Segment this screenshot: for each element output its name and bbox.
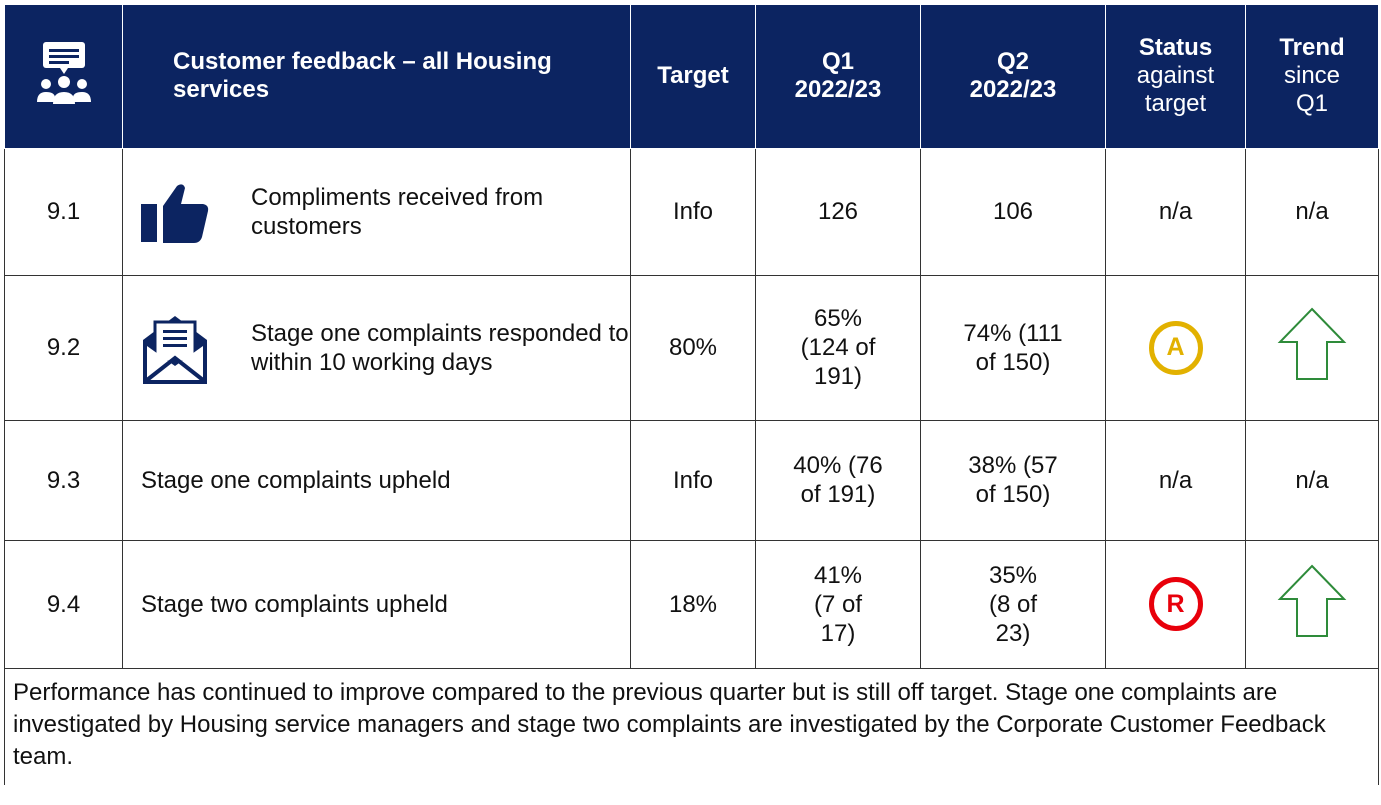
row-description: Compliments received from customers	[122, 147, 631, 276]
envelope-icon	[143, 315, 207, 384]
performance-table: Customer feedback – all Housing services…	[4, 5, 1379, 785]
row-status: A	[1105, 274, 1246, 421]
q2-text: 74% (111 of 150)	[963, 319, 1063, 376]
row: 9.1 Compliments received from customers …	[4, 147, 1379, 276]
trend-up-arrow	[1277, 564, 1347, 637]
col-label: Trend	[1279, 34, 1345, 62]
col-sub: since Q1	[1283, 62, 1341, 118]
row-status: R	[1105, 539, 1246, 669]
footer-text: Performance has continued to improve com…	[4, 667, 1379, 785]
col-sub: 2022/23	[969, 76, 1057, 104]
row-id: 9.2	[4, 274, 123, 421]
col-status: Status against target	[1105, 5, 1246, 149]
row-status: n/a	[1105, 147, 1246, 276]
trend-up-arrow	[1277, 307, 1347, 380]
row-q1: 126	[755, 147, 921, 276]
status-badge: R	[1148, 577, 1203, 631]
row-q1: 40% (76 of 191)	[755, 419, 921, 541]
row-target: Info	[630, 147, 756, 276]
header-title: Customer feedback – all Housing services	[122, 5, 631, 149]
row-target: 80%	[630, 274, 756, 421]
description-text: Stage one complaints responded to within…	[251, 319, 629, 376]
row-trend: n/a	[1245, 419, 1379, 541]
row-q1: 65% (124 of 191)	[755, 274, 921, 421]
row-q2: 74% (111 of 150)	[920, 274, 1106, 421]
row-description: Stage one complaints upheld	[122, 419, 631, 541]
row: 9.3 Stage one complaints upheld Info 40%…	[4, 419, 1379, 541]
row-q2: 35% (8 of 23)	[920, 539, 1106, 669]
q1-text: 41% (7 of 17)	[813, 561, 863, 647]
row-q2: 38% (57 of 150)	[920, 419, 1106, 541]
col-label: Q2	[996, 48, 1029, 76]
row-trend	[1245, 274, 1379, 421]
row-target: 18%	[630, 539, 756, 669]
row: 9.2 Stage one complaints responded to wi…	[4, 274, 1379, 421]
header-row: Customer feedback – all Housing services…	[4, 5, 1379, 149]
header-icon	[4, 5, 123, 149]
col-target: Target	[630, 5, 756, 149]
description-text: Compliments received from customers	[251, 183, 544, 240]
feedback-icon	[36, 41, 91, 104]
row-trend	[1245, 539, 1379, 669]
col-trend: Trend since Q1	[1245, 5, 1379, 149]
row-description: Stage one complaints responded to within…	[122, 274, 631, 421]
q2-text: 38% (57 of 150)	[968, 452, 1058, 508]
col-q1: Q1 2022/23	[755, 5, 921, 149]
row-q2: 106	[920, 147, 1106, 276]
col-label: Q1	[821, 48, 854, 76]
row-target: Info	[630, 419, 756, 541]
row-description: Stage two complaints upheld	[122, 539, 631, 669]
q1-text: 65% (124 of 191)	[800, 305, 876, 390]
col-sub: 2022/23	[794, 76, 882, 104]
q1-text: 40% (76 of 191)	[793, 452, 883, 508]
status-badge: A	[1148, 320, 1203, 375]
row: 9.4 Stage two complaints upheld 18% 41% …	[4, 539, 1379, 669]
footer-row: Performance has continued to improve com…	[4, 667, 1379, 785]
row-id: 9.4	[4, 539, 123, 669]
col-label: Status	[1138, 34, 1213, 62]
row-status: n/a	[1105, 419, 1246, 541]
row-id: 9.1	[4, 147, 123, 276]
q2-text: 35% (8 of 23)	[988, 561, 1038, 647]
col-q2: Q2 2022/23	[920, 5, 1106, 149]
row-id: 9.3	[4, 419, 123, 541]
col-label: Target	[657, 62, 729, 90]
row-trend: n/a	[1245, 147, 1379, 276]
row-q1: 41% (7 of 17)	[755, 539, 921, 669]
col-sub: against target	[1136, 62, 1215, 118]
thumbs-up-icon	[141, 183, 209, 243]
